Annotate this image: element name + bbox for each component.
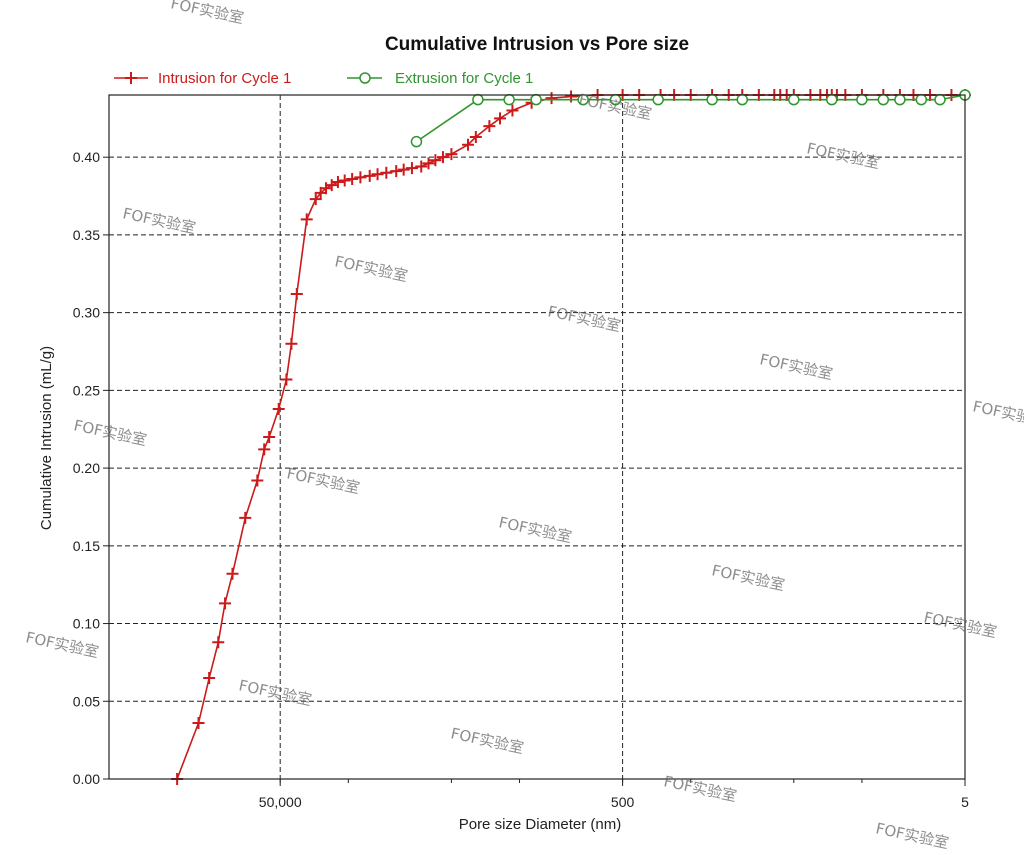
data-point (436, 151, 449, 164)
data-point (706, 93, 718, 106)
data-point (494, 112, 507, 125)
data-point (415, 160, 428, 173)
axis-ticks: 0.00 0.05 0.10 0.15 0.20 0.25 0.30 0.35 0.40 50,0… (73, 149, 969, 810)
data-point (280, 373, 293, 386)
data-point (652, 93, 664, 106)
data-point (429, 154, 442, 167)
data-point (545, 92, 558, 105)
data-point (405, 162, 418, 175)
data-point (530, 93, 542, 106)
data-point (258, 443, 271, 456)
x-axis-label: Pore size Diameter (nm) (459, 816, 622, 833)
data-point (788, 93, 800, 106)
y-tick-label: 0.10 (73, 616, 100, 632)
y-tick-label: 0.15 (73, 538, 100, 554)
data-point (212, 636, 225, 649)
y-tick-label: 0.40 (73, 149, 100, 165)
y-tick-label: 0.25 (73, 382, 100, 398)
data-point (483, 120, 496, 133)
data-point (354, 171, 367, 184)
y-tick-label: 0.30 (73, 305, 100, 321)
y-tick-label: 0.35 (73, 227, 100, 243)
data-point (380, 166, 393, 179)
data-point (506, 104, 519, 117)
legend: Intrusion for Cycle 1 Extrusion for Cycl… (114, 70, 533, 87)
data-point (390, 165, 403, 178)
legend-marker-intrusion (125, 72, 137, 84)
data-point (422, 157, 435, 170)
chart-title: Cumulative Intrusion vs Pore size (385, 34, 689, 55)
y-axis-label: Cumulative Intrusion (mL/g) (38, 346, 55, 530)
data-point (331, 176, 344, 189)
legend-label-extrusion: Extrusion for Cycle 1 (395, 70, 533, 87)
data-point (203, 671, 216, 684)
data-point (272, 403, 285, 416)
data-point (397, 163, 410, 176)
data-point (934, 93, 946, 106)
data-point (894, 93, 906, 106)
data-point (503, 93, 515, 106)
plot-frame (108, 94, 966, 780)
y-tick-label: 0.00 (73, 771, 100, 787)
data-point (877, 93, 890, 106)
y-tick-label: 0.05 (73, 693, 100, 709)
legend-entry-extrusion: Extrusion for Cycle 1 (347, 70, 533, 87)
data-point (239, 511, 252, 524)
legend-label-intrusion: Intrusion for Cycle 1 (158, 70, 291, 87)
data-point (219, 597, 232, 610)
data-point (285, 337, 298, 350)
data-point (192, 717, 205, 730)
x-tick-label: 5 (961, 794, 969, 810)
data-point (461, 138, 474, 151)
data-point (410, 135, 423, 148)
y-tick-label: 0.20 (73, 460, 100, 476)
data-point (290, 287, 303, 300)
data-point (226, 567, 239, 580)
data-point (363, 169, 376, 182)
data-point (736, 93, 749, 106)
data-point (251, 474, 264, 487)
data-point (915, 93, 928, 106)
data-point (325, 179, 338, 192)
x-tick-label: 500 (611, 794, 635, 810)
data-point (371, 168, 384, 181)
data-point (338, 174, 351, 187)
grid-lines (109, 95, 965, 779)
data-point (469, 130, 482, 143)
data-point (309, 193, 322, 206)
data-point (300, 213, 313, 226)
data-point (263, 431, 276, 443)
x-tick-label: 50,000 (259, 794, 302, 810)
data-point (826, 93, 838, 106)
data-point (856, 93, 868, 106)
data-point (472, 93, 484, 106)
data-point (565, 90, 578, 103)
legend-marker-extrusion (359, 72, 371, 84)
data-point (346, 172, 359, 185)
data-point (445, 148, 458, 161)
legend-entry-intrusion: Intrusion for Cycle 1 (114, 70, 291, 87)
